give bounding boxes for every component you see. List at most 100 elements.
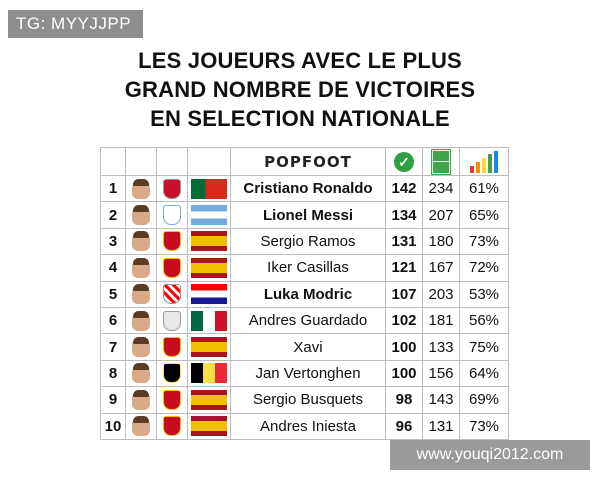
player-name: Andres Guardado — [230, 306, 386, 335]
header-pct — [459, 147, 509, 176]
wins-cell: 100 — [385, 333, 423, 361]
crest-cell — [156, 333, 188, 361]
player-name: Andres Iniesta — [230, 412, 386, 440]
header-brand: POPFOOT — [230, 147, 386, 176]
caps-cell: 143 — [422, 386, 460, 414]
player-photo — [132, 310, 150, 331]
player-name: Jan Vertonghen — [230, 359, 386, 388]
caps-cell: 156 — [422, 359, 460, 388]
player-photo — [132, 389, 150, 410]
flag-cell — [187, 333, 231, 361]
rank-cell: 1 — [100, 174, 126, 203]
player-photo-cell — [125, 201, 157, 229]
crest-cell — [156, 386, 188, 414]
caps-cell: 234 — [422, 174, 460, 203]
federation-crest-icon — [163, 389, 181, 410]
flag-cell — [187, 306, 231, 335]
header-rank — [100, 147, 126, 176]
rank-cell: 2 — [100, 201, 126, 229]
country-flag-icon — [191, 389, 227, 410]
player-photo-cell — [125, 386, 157, 414]
crest-cell — [156, 280, 188, 308]
player-name: Xavi — [230, 333, 386, 361]
federation-crest-icon — [163, 337, 181, 358]
country-flag-icon — [191, 337, 227, 358]
federation-crest-icon — [163, 205, 181, 226]
header-crest — [156, 147, 188, 176]
header-wins: ✓ — [385, 147, 423, 176]
flag-cell — [187, 174, 231, 203]
table-row: 8 Jan Vertonghen 100 156 64% — [100, 359, 509, 388]
flag-cell — [187, 280, 231, 308]
wins-cell: 142 — [385, 174, 423, 203]
popfoot-logo: POPFOOT — [264, 152, 352, 171]
player-name: Sergio Ramos — [230, 227, 386, 256]
win-pct-cell: 56% — [459, 306, 509, 335]
federation-crest-icon — [163, 178, 181, 199]
rank-cell: 10 — [100, 412, 126, 440]
header-caps — [422, 147, 460, 176]
table-header-row: POPFOOT ✓ — [100, 147, 509, 176]
wins-cell: 102 — [385, 306, 423, 335]
win-pct-cell: 61% — [459, 174, 509, 203]
table-row: 5 Luka Modric 107 203 53% — [100, 280, 509, 308]
rank-cell: 4 — [100, 254, 126, 282]
caps-cell: 133 — [422, 333, 460, 361]
federation-crest-icon — [163, 231, 181, 252]
football-pitch-icon — [432, 149, 450, 174]
table-row: 6 Andres Guardado 102 181 56% — [100, 306, 509, 335]
player-photo — [132, 363, 150, 384]
crest-cell — [156, 174, 188, 203]
federation-crest-icon — [163, 363, 181, 384]
wins-cell: 96 — [385, 412, 423, 440]
player-photo-cell — [125, 254, 157, 282]
country-flag-icon — [191, 310, 227, 331]
player-photo-cell — [125, 174, 157, 203]
caps-cell: 131 — [422, 412, 460, 440]
country-flag-icon — [191, 231, 227, 252]
rank-cell: 5 — [100, 280, 126, 308]
country-flag-icon — [191, 363, 227, 384]
player-photo-cell — [125, 359, 157, 388]
flag-cell — [187, 227, 231, 256]
table-row: 1 Cristiano Ronaldo 142 234 61% — [100, 174, 509, 203]
player-name: Sergio Busquets — [230, 386, 386, 414]
table-row: 7 Xavi 100 133 75% — [100, 333, 509, 361]
player-photo — [132, 205, 150, 226]
win-pct-cell: 69% — [459, 386, 509, 414]
flag-cell — [187, 386, 231, 414]
wins-cell: 134 — [385, 201, 423, 229]
win-pct-cell: 64% — [459, 359, 509, 388]
flag-cell — [187, 412, 231, 440]
ranking-table: POPFOOT ✓ 1 Cr — [100, 147, 509, 440]
player-photo-cell — [125, 333, 157, 361]
wins-cell: 100 — [385, 359, 423, 388]
player-photo-cell — [125, 280, 157, 308]
flag-cell — [187, 359, 231, 388]
player-name: Luka Modric — [230, 280, 386, 308]
country-flag-icon — [191, 284, 227, 305]
title-line-2: GRAND NOMBRE DE VICTOIRES — [124, 77, 476, 102]
player-photo — [132, 257, 150, 278]
infographic-card: LES JOUEURS AVEC LE PLUS GRAND NOMBRE DE… — [100, 40, 509, 440]
watermark-top: TG: MYYJJPP — [8, 10, 144, 38]
win-pct-cell: 73% — [459, 227, 509, 256]
player-photo — [132, 416, 150, 437]
federation-crest-icon — [163, 416, 181, 437]
caps-cell: 207 — [422, 201, 460, 229]
win-pct-cell: 65% — [459, 201, 509, 229]
table-row: 2 Lionel Messi 134 207 65% — [100, 201, 509, 229]
player-name: Cristiano Ronaldo — [230, 174, 386, 203]
win-pct-cell: 75% — [459, 333, 509, 361]
rank-cell: 8 — [100, 359, 126, 388]
player-photo — [132, 337, 150, 358]
crest-cell — [156, 359, 188, 388]
header-face — [125, 147, 157, 176]
player-photo — [132, 231, 150, 252]
wins-cell: 107 — [385, 280, 423, 308]
rank-cell: 6 — [100, 306, 126, 335]
win-pct-cell: 72% — [459, 254, 509, 282]
rank-cell: 3 — [100, 227, 126, 256]
watermark-bottom: www.youqi2012.com — [390, 440, 590, 470]
country-flag-icon — [191, 257, 227, 278]
